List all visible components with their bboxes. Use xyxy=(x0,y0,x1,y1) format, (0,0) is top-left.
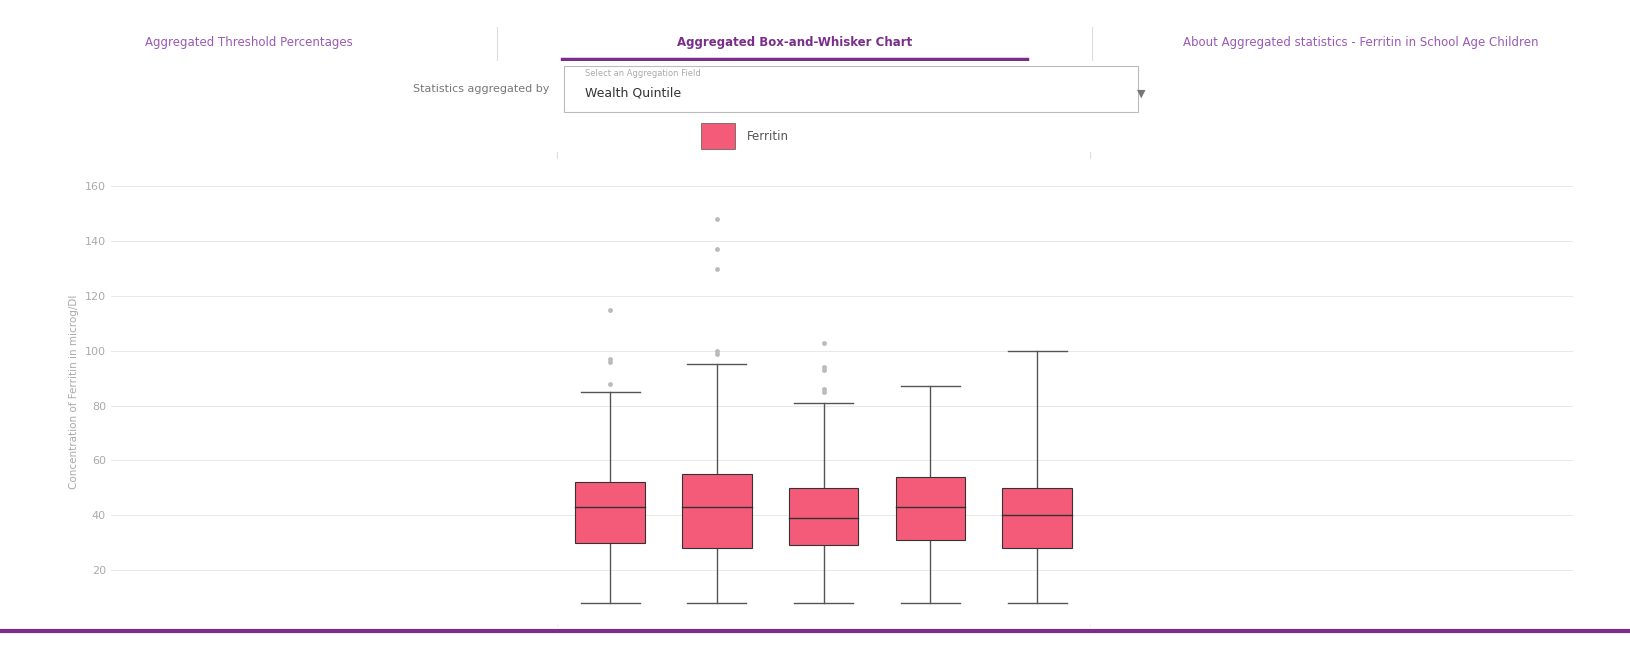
Y-axis label: Concentration of Ferritin in microg/Dl: Concentration of Ferritin in microg/Dl xyxy=(70,295,80,489)
Text: Statistics aggregated by: Statistics aggregated by xyxy=(414,84,549,94)
Text: Wealth Quintile: Wealth Quintile xyxy=(585,87,681,100)
Text: ⬡: ⬡ xyxy=(1607,8,1617,19)
Text: Select an Aggregation Field: Select an Aggregation Field xyxy=(585,70,701,79)
Bar xyxy=(895,477,965,540)
Text: Ferritin: Ferritin xyxy=(747,130,789,143)
Bar xyxy=(575,482,645,543)
Text: Aggregated Box-and-Whisker Chart: Aggregated Box-and-Whisker Chart xyxy=(676,36,913,49)
Bar xyxy=(683,474,751,548)
Text: About Aggregated statistics - Ferritin in School Age Children: About Aggregated statistics - Ferritin i… xyxy=(1183,36,1539,49)
FancyBboxPatch shape xyxy=(564,66,1138,112)
Text: Aggregated Threshold Percentages: Aggregated Threshold Percentages xyxy=(145,36,352,49)
Bar xyxy=(701,123,735,149)
Bar xyxy=(789,488,859,546)
Text: ▼: ▼ xyxy=(1138,89,1146,98)
Bar xyxy=(1002,488,1073,548)
Text: Aggregated statistics - Ferritin in School Age Children: Aggregated statistics - Ferritin in Scho… xyxy=(629,7,1001,21)
